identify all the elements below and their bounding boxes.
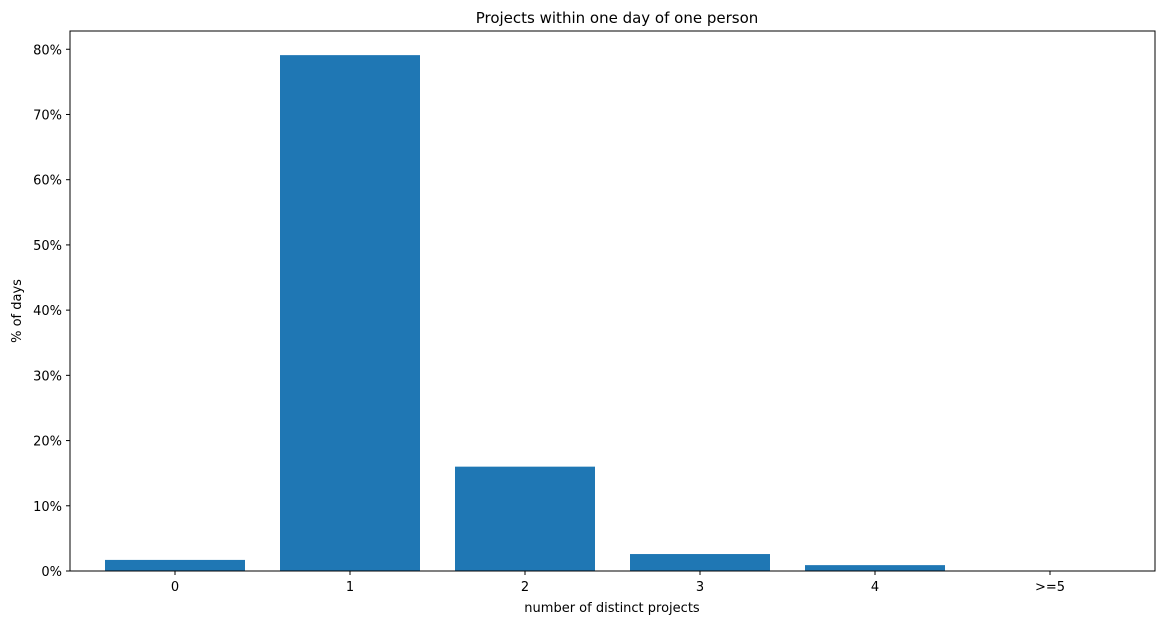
plot-frame bbox=[69, 30, 1156, 572]
x-tick-label: 2 bbox=[521, 580, 529, 595]
y-tick-label: 70% bbox=[33, 108, 62, 123]
y-tick-label: 80% bbox=[33, 43, 62, 58]
x-tick-label: >=5 bbox=[1035, 580, 1065, 595]
bars-group bbox=[105, 55, 1120, 572]
y-tick-label: 40% bbox=[33, 304, 62, 319]
x-axis-ticks: 0 1 2 3 4 >=5 bbox=[171, 571, 1065, 595]
bar-3 bbox=[630, 554, 770, 571]
y-axis-ticks: 0% 10% 20% 30% 40% 50% 60% 70% 80% bbox=[33, 43, 70, 580]
y-tick-label: 0% bbox=[41, 565, 62, 580]
bar-1 bbox=[280, 55, 420, 572]
x-tick-label: 4 bbox=[871, 580, 879, 595]
x-tick-label: 3 bbox=[696, 580, 704, 595]
x-axis-label: number of distinct projects bbox=[524, 601, 700, 616]
y-tick-label: 50% bbox=[33, 239, 62, 254]
x-tick-label: 0 bbox=[171, 580, 179, 595]
y-tick-label: 30% bbox=[33, 369, 62, 384]
y-axis-label: % of days bbox=[10, 279, 25, 343]
bar-4 bbox=[805, 565, 945, 571]
x-tick-label: 1 bbox=[346, 580, 354, 595]
chart-title: Projects within one day of one person bbox=[476, 9, 759, 27]
y-tick-label: 20% bbox=[33, 435, 62, 450]
y-tick-label: 60% bbox=[33, 174, 62, 189]
bar-0 bbox=[105, 559, 245, 571]
bar-2 bbox=[455, 466, 595, 571]
y-tick-label: 10% bbox=[33, 500, 62, 515]
